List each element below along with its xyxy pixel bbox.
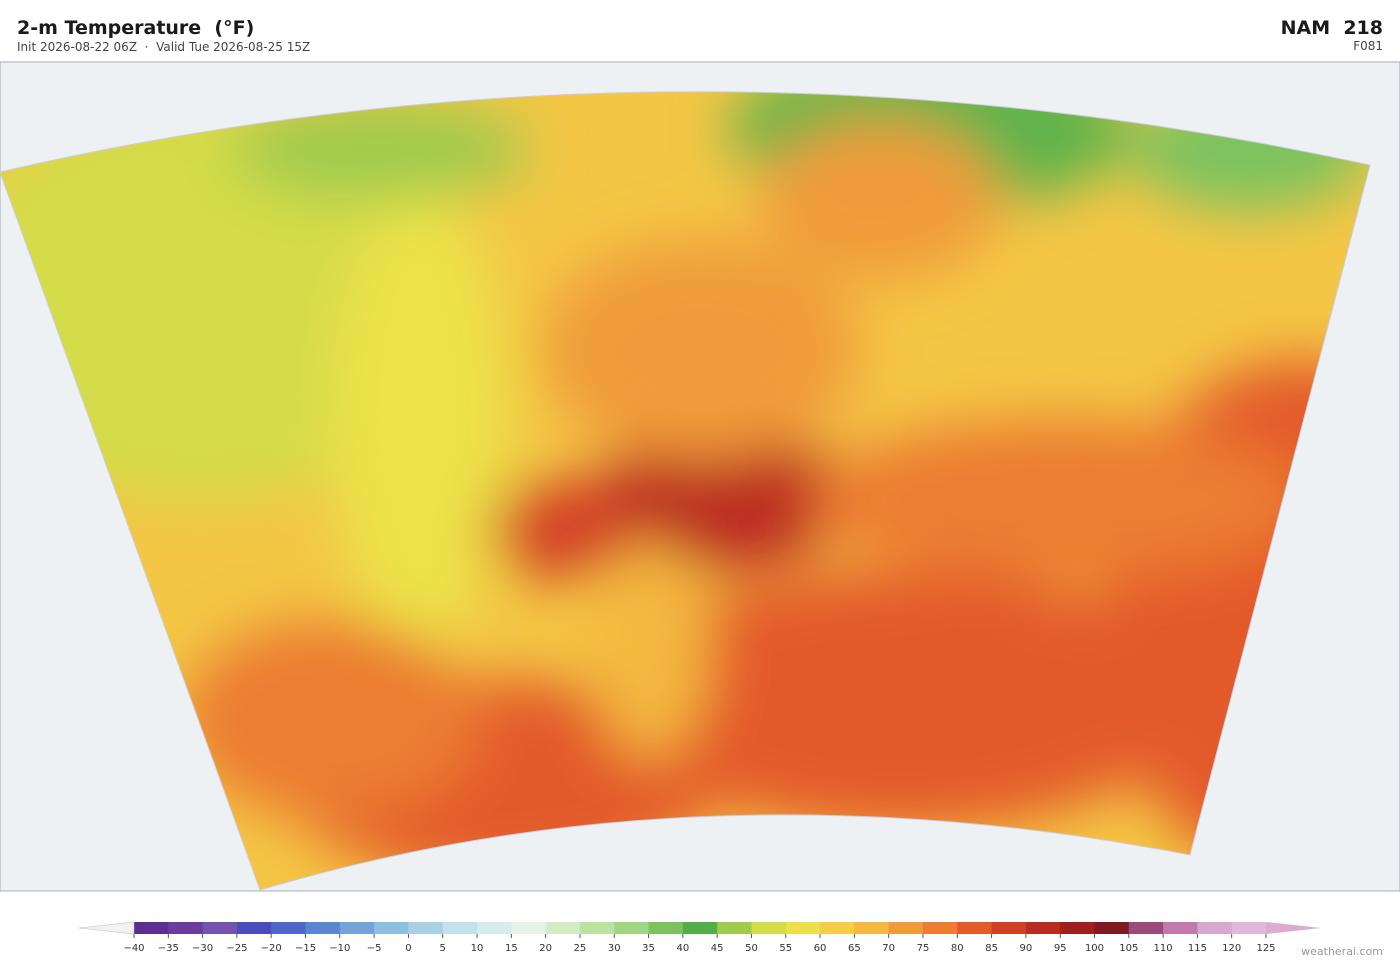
colorbar-segment [1025, 922, 1061, 934]
colorbar-segment [408, 922, 444, 934]
colorbar-tick-label: 105 [1119, 943, 1138, 954]
colorbar-tick-label: −10 [329, 943, 350, 954]
colorbar-tick-label: −25 [226, 943, 247, 954]
colorbar-segment [682, 922, 718, 934]
colorbar-tick-label: −20 [261, 943, 282, 954]
colorbar: −40 −35 −30 −25 −20 −15 −10 −5 0 5 10 15 20 25 30 35 40 4… [79, 921, 1321, 954]
colorbar-tick-label: 30 [608, 943, 621, 954]
colorbar-tick-label: 15 [505, 943, 518, 954]
colorbar-tick-label: −30 [192, 943, 213, 954]
colorbar-segment [271, 922, 307, 934]
colorbar-tick-label: 45 [711, 943, 724, 954]
colorbar-tick-label: 0 [405, 943, 411, 954]
colorbar-tick-label: 10 [471, 943, 484, 954]
colorbar-segment [1231, 922, 1267, 934]
colorbar-segment [785, 922, 821, 934]
colorbar-tick-label: 125 [1256, 943, 1275, 954]
model: NAM 218 [1281, 17, 1383, 39]
colorbar-segment [957, 922, 993, 934]
colorbar-tick-label: 115 [1188, 943, 1207, 954]
colorbar-tick-label: 20 [539, 943, 552, 954]
colorbar-segment [545, 922, 581, 934]
title: 2-m Temperature (°F) [17, 17, 254, 39]
colorbar-segment [477, 922, 512, 934]
colorbar-segment [922, 922, 958, 934]
colorbar-tick-label: 75 [917, 943, 930, 954]
colorbar-tick-label: −5 [367, 943, 382, 954]
colorbar-segment [236, 922, 272, 934]
colorbar-tick-label: 120 [1222, 943, 1241, 954]
colorbar-tick-label: 5 [440, 943, 446, 954]
colorbar-segment [1197, 922, 1233, 934]
colorbar-tick-label: −15 [295, 943, 316, 954]
colorbar-segment [717, 922, 752, 934]
colorbar-under [79, 921, 135, 935]
colorbar-tick-label: 60 [814, 943, 827, 954]
colorbar-segment [168, 922, 204, 934]
colorbar-tick-label: −35 [158, 943, 179, 954]
colorbar-tick-label: 70 [882, 943, 895, 954]
colorbar-tick-label: 55 [779, 943, 792, 954]
colorbar-tick-label: 35 [642, 943, 655, 954]
colorbar-tick-label: 100 [1085, 943, 1104, 954]
colorbar-segment [202, 922, 238, 934]
forecast-hour: F081 [1353, 39, 1383, 53]
colorbar-segment [1094, 922, 1130, 934]
colorbar-segment [579, 922, 615, 934]
colorbar-tick-label: 65 [848, 943, 861, 954]
credit: weatherai.com [1301, 945, 1383, 958]
colorbar-over [1266, 922, 1321, 934]
colorbar-tick-label: 40 [676, 943, 689, 954]
colorbar-tick-label: 80 [951, 943, 964, 954]
colorbar-segment [1163, 922, 1198, 934]
colorbar-segment [305, 922, 341, 934]
subtitle: Init 2026-08-22 06Z · Valid Tue 2026-08-… [17, 40, 310, 54]
colorbar-segment [648, 922, 684, 934]
colorbar-tick-label: 110 [1154, 943, 1173, 954]
colorbar-segment [339, 922, 375, 934]
colorbar-segment [820, 922, 855, 934]
colorbar-segment [854, 922, 890, 934]
colorbar-segment [1128, 922, 1164, 934]
colorbar-segment [614, 922, 650, 934]
temperature-field [0, 91, 1370, 891]
domain-outline [0, 91, 1371, 891]
colorbar-segment [442, 922, 478, 934]
colorbar-segment [888, 922, 924, 934]
colorbar-tick-label: 90 [1020, 943, 1033, 954]
colorbar-tick-label: 95 [1054, 943, 1067, 954]
colorbar-segment [511, 922, 547, 934]
colorbar-segment [751, 922, 787, 934]
colorbar-tick-label: 85 [985, 943, 998, 954]
colorbar-tick-label: −40 [123, 943, 144, 954]
colorbar-segment [134, 922, 169, 934]
colorbar-tick-label: 50 [745, 943, 758, 954]
colorbar-segment [991, 922, 1027, 934]
colorbar-segment [1060, 922, 1095, 934]
colorbar-segment [374, 922, 409, 934]
colorbar-tick-label: 25 [574, 943, 587, 954]
